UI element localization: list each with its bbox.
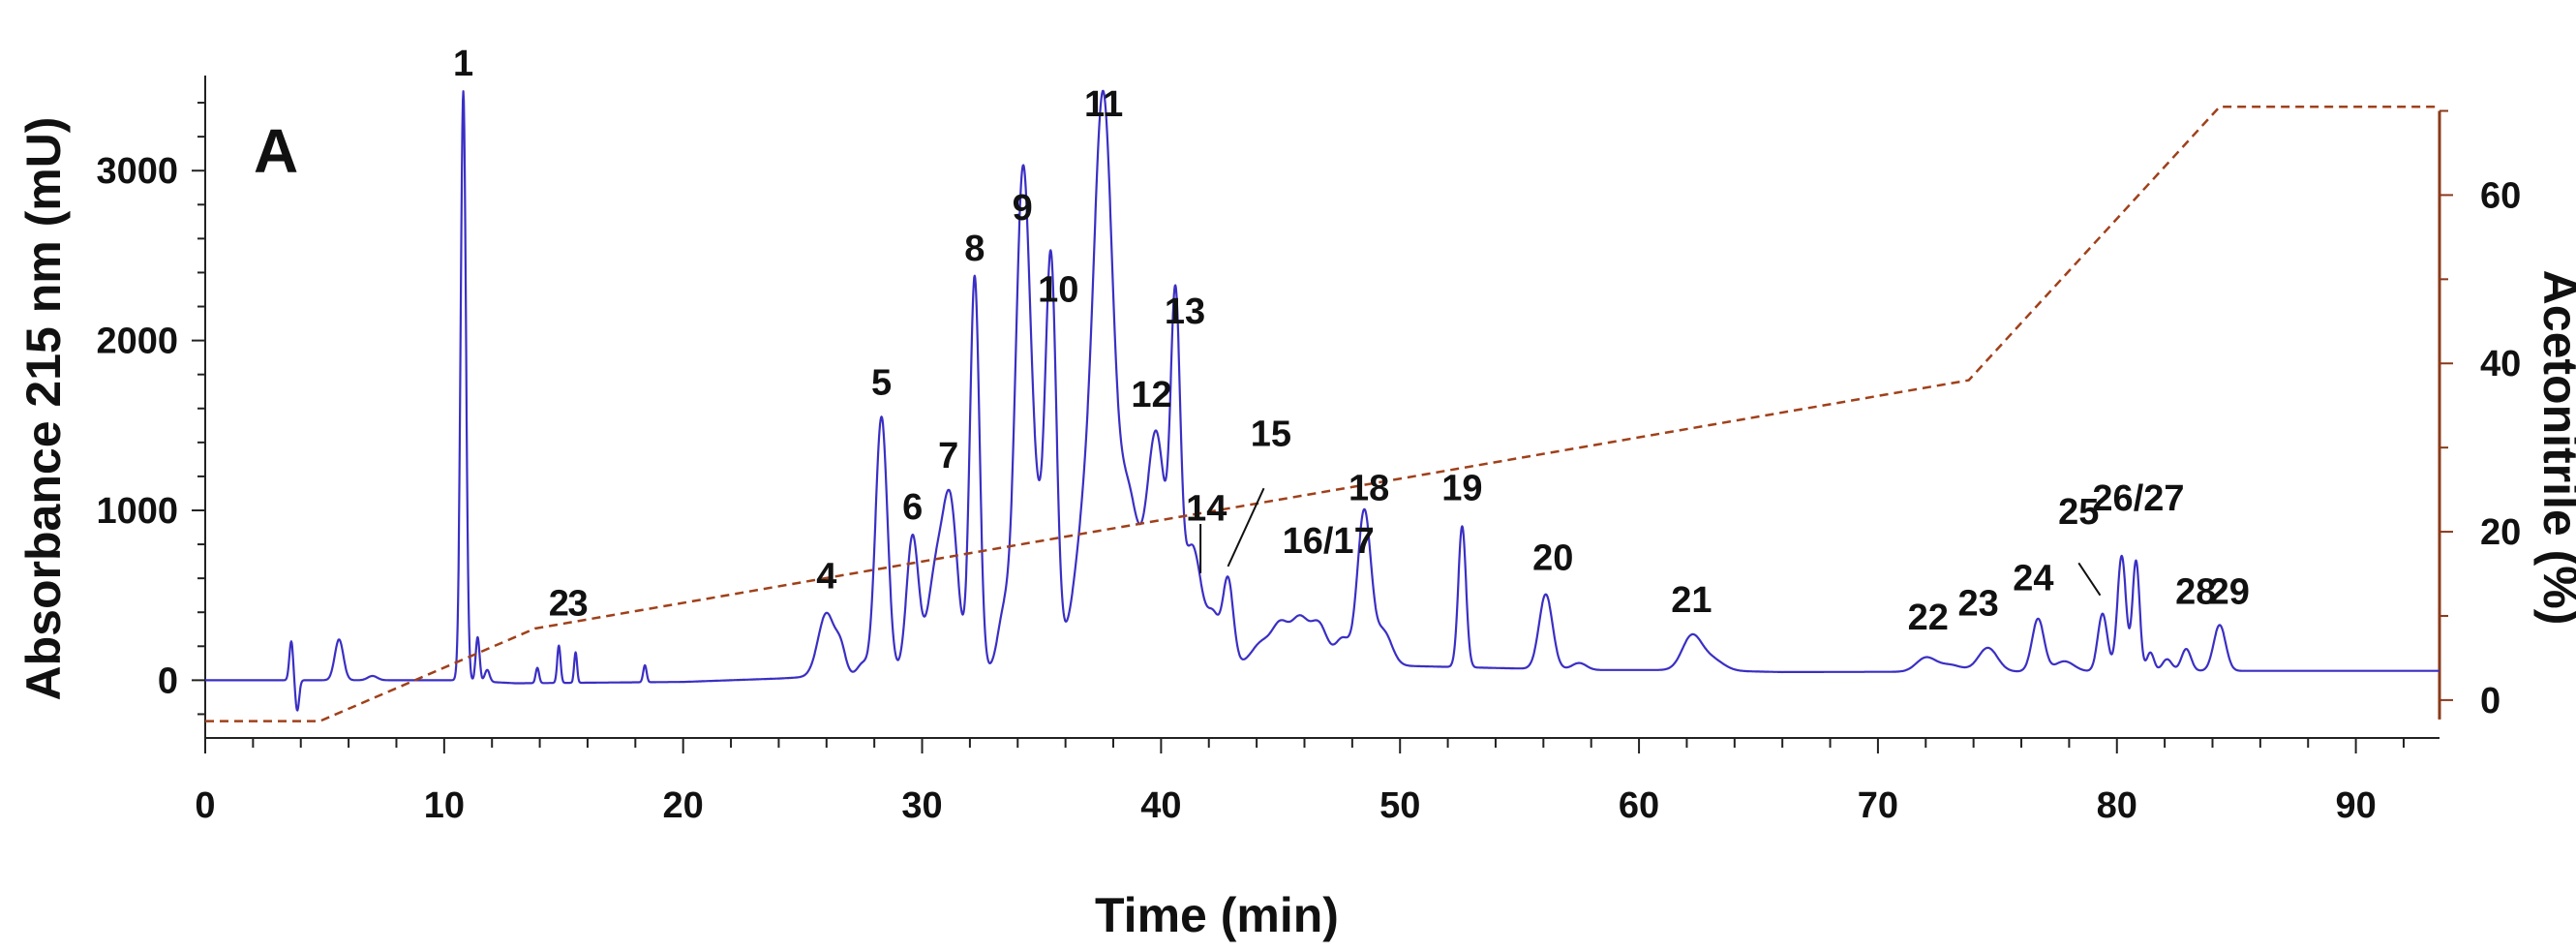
peak-label: 11 xyxy=(1084,84,1123,125)
peak-label: 29 xyxy=(2209,571,2250,612)
x-tick-label: 0 xyxy=(195,785,215,826)
x-tick-label: 50 xyxy=(1379,785,1420,826)
y-tick-label: 0 xyxy=(158,660,178,701)
peak-label: 9 xyxy=(1013,188,1033,229)
peak-label: 15 xyxy=(1251,414,1291,454)
peak-label: 14 xyxy=(1186,489,1227,530)
absorbance-trace xyxy=(204,89,2440,712)
peak-label: 10 xyxy=(1038,269,1078,310)
y-tick-label: 2000 xyxy=(96,322,178,362)
peak-leader-line xyxy=(2077,562,2102,597)
y2-tick-label: 40 xyxy=(2480,344,2521,384)
peak-label: 6 xyxy=(902,487,923,528)
peak-label: 5 xyxy=(871,363,892,404)
x-tick-label: 20 xyxy=(663,785,704,826)
peak-label: 3 xyxy=(568,584,589,625)
peak-label: 28 xyxy=(2175,571,2216,612)
x-tick-label: 80 xyxy=(2097,785,2137,826)
y-axis-title: Absorbance 215 nm (mU) xyxy=(16,117,71,701)
x-tick-label: 40 xyxy=(1140,785,1181,826)
peak-label: 24 xyxy=(2013,558,2053,599)
x-tick-label: 30 xyxy=(901,785,942,826)
y2-tick-label: 0 xyxy=(2480,681,2500,722)
peak-label: 12 xyxy=(1131,375,1171,415)
x-tick-label: 10 xyxy=(424,785,465,826)
x-tick-label: 60 xyxy=(1619,785,1659,826)
y-tick-label: 1000 xyxy=(96,491,178,532)
peak-label: 2 xyxy=(549,584,569,625)
x-tick-label: 70 xyxy=(1858,785,1898,826)
axes: 0 10 20 30 40 50 60 70 80 90 0 1000 2000 3000 0 20 40 60 xyxy=(96,76,2521,826)
peak-label: 18 xyxy=(1349,468,1389,508)
peak-label: 1 xyxy=(453,44,473,84)
series-layer xyxy=(204,89,2440,722)
peak-label: 13 xyxy=(1165,292,1205,332)
peak-label: 21 xyxy=(1671,580,1712,621)
panel-label: A xyxy=(254,116,298,186)
y2-axis-title: Acetonitrile (%) xyxy=(2533,270,2576,626)
peak-label: 4 xyxy=(816,557,836,598)
peak-label: 16/17 xyxy=(1283,521,1375,562)
peak-label: 23 xyxy=(1957,584,1998,625)
peak-label: 7 xyxy=(938,436,958,476)
y-tick-label: 3000 xyxy=(96,151,178,192)
y2-tick-label: 20 xyxy=(2480,512,2521,553)
x-axis-title: Time (min) xyxy=(1095,888,1339,942)
acetonitrile-gradient-line xyxy=(205,105,2440,722)
peak-label: 20 xyxy=(1532,537,1573,578)
x-tick-label: 90 xyxy=(2335,785,2376,826)
peak-label: 22 xyxy=(1908,598,1949,638)
peak-leader-line xyxy=(1227,487,1265,568)
peak-label: 19 xyxy=(1441,468,1482,508)
peak-label: 8 xyxy=(964,229,985,269)
peak-label: 25 xyxy=(2058,492,2099,533)
y2-tick-label: 60 xyxy=(2480,175,2521,216)
peak-label: 26/27 xyxy=(2092,478,2184,519)
